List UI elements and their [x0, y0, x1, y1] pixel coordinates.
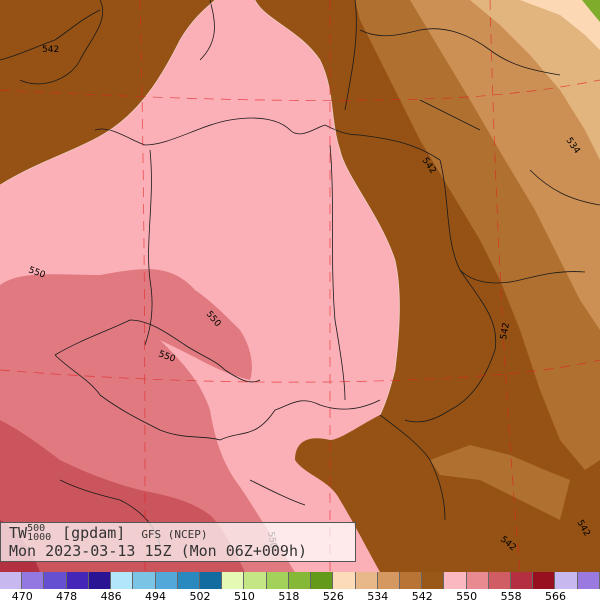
legend-swatch [133, 572, 156, 589]
legend-swatch [399, 572, 423, 589]
fill-outside-green [582, 0, 600, 22]
legend-swatch [511, 572, 534, 589]
lower-level: 1000 [27, 532, 52, 543]
legend-swatch [177, 572, 200, 589]
legend-swatch [577, 572, 600, 589]
legend-swatch [288, 572, 312, 589]
legend-swatch [533, 572, 556, 589]
legend-swatch [111, 572, 134, 589]
map-info-box: TW 500 1000 [gpdam] GFS (NCEP) Mon 2023-03-… [0, 522, 356, 562]
legend-swatch [266, 572, 289, 589]
legend-swatch [377, 572, 400, 589]
legend-swatch [222, 572, 245, 589]
thickness-map-svg: 542 542 534 550 550 550 542 542 542 550 [0, 0, 600, 572]
legend-label: 494 [145, 590, 167, 603]
legend-swatch [66, 572, 89, 589]
legend-label: 510 [233, 590, 255, 603]
legend-swatch [466, 572, 489, 589]
fill-534-538 [470, 0, 600, 160]
color-legend: 470 478 486 494 502 510 518 526 534 542 550 558 566 [0, 572, 600, 603]
legend-label: 470 [11, 590, 33, 603]
legend-swatch [333, 572, 356, 589]
contour-label: 542 [499, 322, 512, 341]
upper-level: 500 [27, 523, 46, 534]
weather-map: 542 542 534 550 550 550 542 542 542 550 [0, 0, 600, 572]
legend-swatch [422, 572, 445, 589]
color-legend-labels: 470 478 486 494 502 510 518 526 534 542 550 558 566 [0, 589, 600, 603]
legend-swatch [22, 572, 45, 589]
legend-label: 558 [500, 590, 522, 603]
legend-label: 550 [456, 590, 478, 603]
legend-swatch [311, 572, 334, 589]
fill-542-546-south [430, 445, 570, 520]
info-title-line: TW 500 1000 [gpdam] GFS (NCEP) [9, 523, 347, 543]
legend-label: 526 [322, 590, 344, 603]
legend-swatch [44, 572, 67, 589]
legend-swatch [199, 572, 223, 589]
legend-label: 534 [367, 590, 389, 603]
legend-label: 486 [100, 590, 122, 603]
legend-swatch [88, 572, 112, 589]
model-label: GFS (NCEP) [141, 528, 208, 541]
legend-swatch [355, 572, 378, 589]
unit-label: [gpdam] [62, 524, 126, 542]
fill-534 [520, 0, 600, 50]
lat-lon-grid [0, 0, 600, 572]
legend-swatch [488, 572, 512, 589]
legend-label: 542 [411, 590, 433, 603]
color-legend-swatches [0, 572, 600, 589]
legend-swatch [155, 572, 178, 589]
legend-swatch [244, 572, 267, 589]
legend-swatch [555, 572, 578, 589]
field-name: TW [9, 524, 28, 542]
legend-label: 566 [545, 590, 567, 603]
legend-label: 478 [56, 590, 78, 603]
legend-label: 502 [189, 590, 211, 603]
contour-label: 542 [42, 45, 59, 55]
fill-538-542 [410, 0, 600, 330]
legend-swatch [0, 572, 23, 589]
legend-label: 518 [278, 590, 300, 603]
layer-indicator: 500 1000 [27, 523, 53, 543]
legend-swatch [444, 572, 467, 589]
contour-lines [0, 0, 400, 416]
valid-time: Mon 2023-03-13 15Z (Mon 06Z+009h) [9, 542, 308, 560]
